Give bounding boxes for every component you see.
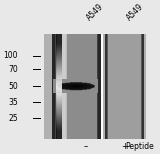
Text: A549: A549 bbox=[85, 2, 106, 22]
Bar bbox=[44, 34, 146, 139]
Text: 25: 25 bbox=[8, 114, 18, 123]
Text: A549: A549 bbox=[125, 2, 145, 22]
Text: 70: 70 bbox=[8, 65, 18, 74]
Text: 50: 50 bbox=[8, 82, 18, 91]
Text: –: – bbox=[83, 142, 88, 151]
Text: Peptide: Peptide bbox=[125, 142, 154, 151]
Text: +: + bbox=[122, 142, 128, 151]
Text: 35: 35 bbox=[8, 98, 18, 107]
Text: 100: 100 bbox=[4, 51, 18, 60]
